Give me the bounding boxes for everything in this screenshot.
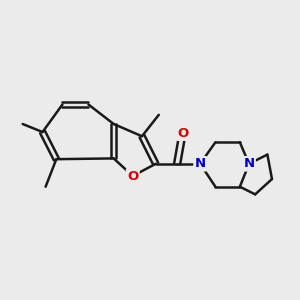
Text: O: O bbox=[127, 169, 138, 182]
Text: N: N bbox=[194, 157, 206, 170]
Text: O: O bbox=[178, 127, 189, 140]
Text: N: N bbox=[244, 157, 255, 170]
